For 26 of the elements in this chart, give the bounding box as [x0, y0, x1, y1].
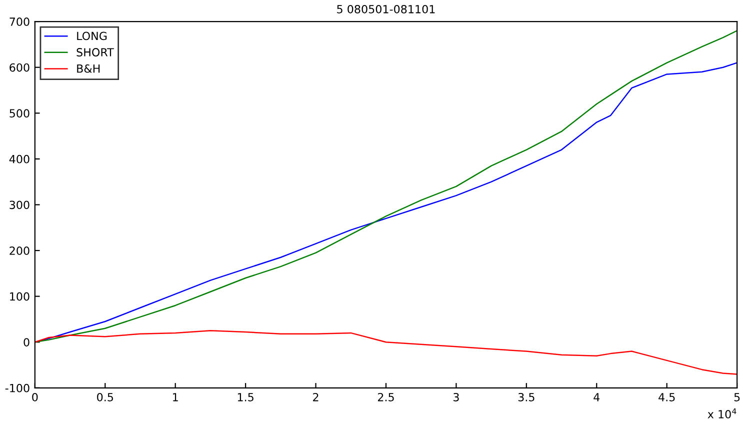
y-tick-label: 500	[10, 109, 30, 118]
text: x 10$^{4}$	[708, 408, 736, 418]
x-tick-label: 3	[454, 392, 459, 402]
x-tick-label: 5	[734, 393, 740, 402]
x-tick-label: 1	[173, 393, 178, 402]
legend-label: LONG	[77, 32, 107, 40]
y-tick-label: 100	[10, 292, 30, 301]
x-tick-label: 4.5	[658, 393, 675, 402]
x-tick-label: 0.5	[97, 392, 113, 402]
y-tick-label: 200	[10, 246, 30, 255]
y-tick-label: 0	[24, 338, 30, 346]
x-tick-label: 3.5	[518, 392, 534, 402]
x-tick-label: 2.5	[378, 392, 394, 402]
y-tick-label: -100	[5, 384, 30, 392]
y-tick-label: 400	[9, 154, 30, 164]
legend-label: B&H	[77, 64, 100, 73]
y-tick-label: 600	[10, 63, 30, 72]
x-tick-label: 0	[32, 392, 38, 402]
legend-label: SHORT	[76, 48, 114, 56]
x-tick-label: 2	[313, 392, 318, 402]
chart-title: 5 080501-081101	[337, 4, 435, 14]
line-series	[34, 330, 738, 375]
x-tick-label: 4	[594, 393, 600, 402]
x-tick-label: 1.5	[238, 393, 254, 402]
y-tick-label: 300	[10, 200, 30, 210]
y-tick-label: 700	[10, 18, 30, 26]
